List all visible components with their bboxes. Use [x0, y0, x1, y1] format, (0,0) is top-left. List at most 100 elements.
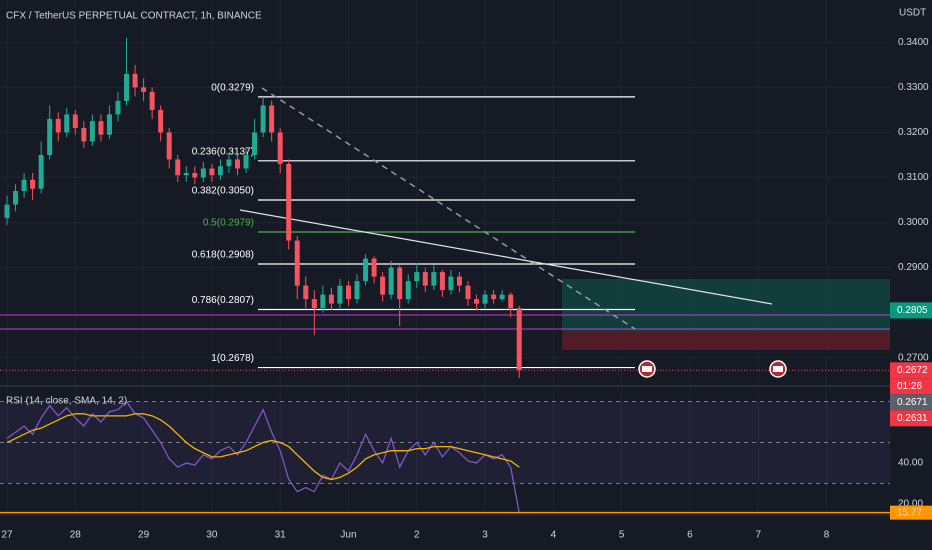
candle-body [252, 132, 258, 155]
candle-body [81, 127, 87, 142]
price-badge [890, 394, 932, 411]
currency: USDT [899, 8, 926, 19]
candle-body [38, 154, 44, 189]
candle-body [337, 285, 343, 304]
candle-body [363, 258, 369, 282]
candle-body [508, 294, 514, 309]
y-tick-label: 0.3300 [898, 82, 929, 93]
rsi-line [6, 400, 520, 513]
candle-body [72, 114, 78, 128]
rsi-tick-label: 20.00 [898, 499, 923, 510]
candle-body [30, 179, 36, 189]
event-icon[interactable] [638, 360, 656, 378]
target-zone [562, 279, 890, 331]
fib-label: 0.236(0.3137) [192, 146, 254, 157]
candle-body [491, 294, 497, 300]
candle-body [422, 272, 428, 286]
candle-body [166, 132, 172, 160]
candle-body [431, 272, 437, 286]
fib-label: 0.786(0.2807) [192, 295, 254, 306]
candle-body [132, 73, 138, 88]
candles [0, 37, 890, 378]
price-badge [890, 302, 932, 319]
y-tick-label: 0.3200 [898, 127, 929, 138]
candle-body [465, 285, 471, 300]
candle-body [200, 168, 206, 178]
candle-body [260, 105, 266, 133]
price-badge [890, 410, 932, 427]
candle-body [98, 121, 104, 135]
axes: 27 28 29 30 31 Jun 2 3 4 5 6 7 8 0.3400 0.3300 0.3200 0.… [1, 37, 929, 541]
candle-body [4, 204, 10, 219]
candle-body [209, 168, 215, 176]
rsi-last-badge [890, 505, 932, 520]
x-tick-label: 4 [551, 530, 557, 541]
candle-body [345, 285, 351, 300]
candle-body [175, 159, 181, 176]
rsi-last-value: 15.77 [897, 507, 922, 518]
price-badge-label: 0.2631 [897, 413, 928, 424]
candle-body [106, 114, 112, 135]
rsi-line [6, 413, 520, 481]
price-badge [890, 362, 932, 379]
x-tick-label: 8 [824, 530, 830, 541]
rsi-pane [0, 400, 890, 514]
candle-body [405, 281, 411, 300]
x-tick-label: 2 [414, 530, 420, 541]
candle-body [516, 308, 522, 371]
y-tick-label: 0.3100 [898, 172, 929, 183]
x-tick-label: 29 [138, 530, 150, 541]
price-axis [890, 0, 932, 550]
candle-body [234, 159, 240, 169]
y-tick-label: 0.2900 [898, 262, 929, 273]
candle-body [380, 276, 386, 295]
fib-label: 0.382(0.3050) [192, 186, 254, 197]
candle-body [192, 172, 198, 178]
fib-label: 0.5(0.2979) [203, 218, 254, 229]
candle-body [474, 299, 480, 304]
candle-body [371, 258, 377, 277]
price-badge-label: 0.2805 [897, 305, 928, 316]
candle-body [269, 105, 275, 133]
fib-label: 0(0.3279) [211, 82, 254, 93]
x-tick-label: 27 [1, 530, 13, 541]
fib-retracement: 0(0.3279) 0.236(0.3137) 0.382(0.3050) 0.5(0… [192, 82, 635, 369]
x-tick-label: Jun [340, 530, 356, 541]
x-tick-label: 28 [70, 530, 82, 541]
rsi-title: RSI (14, close, SMA, 14, 2) [6, 396, 127, 407]
price-badge-label: 01:26 [897, 381, 922, 392]
y-tick-label: 0.2700 [898, 352, 929, 363]
candle-body [439, 272, 445, 291]
event-icon[interactable] [769, 360, 787, 378]
candle-body [499, 294, 505, 300]
candle-body [217, 166, 223, 176]
candle-body [21, 179, 27, 191]
candle-body [124, 73, 130, 101]
time-axis [0, 515, 890, 550]
x-tick-label: 3 [482, 530, 488, 541]
candle-body [294, 240, 300, 286]
candle-body [482, 294, 488, 304]
candle-body [277, 132, 283, 164]
candle-body [388, 267, 394, 295]
candle-body [328, 294, 334, 304]
price-badge-label: 0.2672 [897, 365, 928, 376]
candle-body [354, 281, 360, 300]
price-badge-label: 0.2671 [897, 397, 928, 408]
trend-line [239, 209, 773, 305]
fib-label: 0.618(0.2908) [192, 250, 254, 261]
fib-trend [261, 87, 636, 330]
candle-body [64, 114, 70, 133]
rsi-tick-label: 40.00 [898, 458, 923, 469]
candle-body [286, 163, 292, 241]
candle-body [456, 276, 462, 286]
candle-body [414, 272, 420, 282]
candle-body [320, 294, 326, 309]
candle-body [89, 121, 95, 142]
candle-body [115, 100, 121, 115]
candle-body [311, 299, 317, 309]
candle-body [183, 172, 189, 176]
candle-body [303, 285, 309, 300]
candle-body [397, 267, 403, 300]
